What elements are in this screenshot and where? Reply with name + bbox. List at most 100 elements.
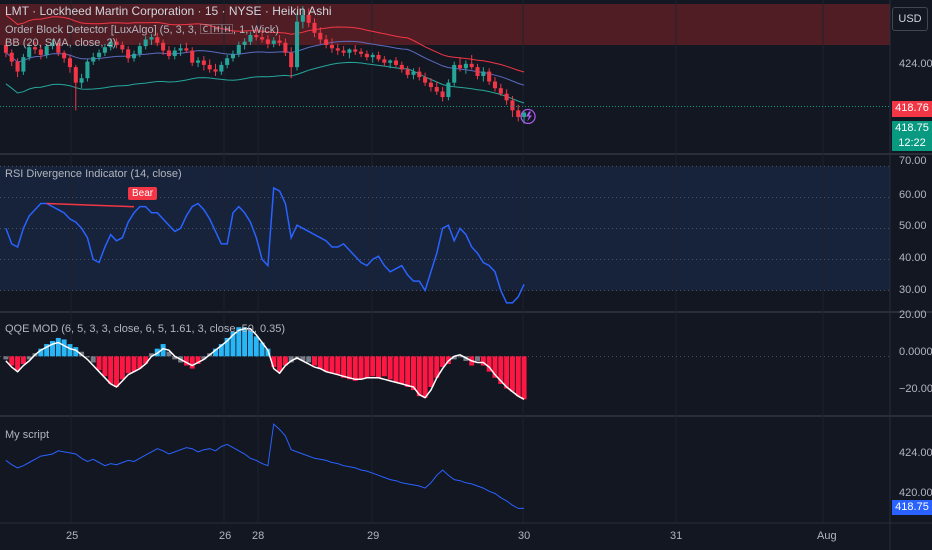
qqe-histogram-bar (410, 356, 416, 391)
qqe-histogram-bar (224, 337, 230, 357)
qqe-histogram-bar (20, 356, 26, 364)
candle-body (248, 35, 253, 42)
candle-body (155, 37, 160, 43)
qqe-histogram-bar (451, 356, 457, 360)
qqe-histogram-bar (55, 337, 61, 357)
qqe-histogram-bar (242, 327, 248, 357)
candle-body (260, 37, 265, 40)
qqe-histogram-bar (271, 356, 277, 368)
qqe-histogram-bar (317, 356, 323, 369)
candle-body (120, 44, 125, 50)
qqe-histogram-bar (102, 356, 108, 377)
candle-body (172, 50, 177, 57)
candle-body (50, 42, 55, 47)
candle-body (463, 63, 468, 69)
candle-body (353, 49, 358, 52)
qqe-histogram-bar (137, 356, 143, 369)
rsi-pane-title[interactable]: RSI Divergence Indicator (14, close) (5, 168, 182, 180)
currency-button[interactable]: USD (892, 7, 928, 31)
qqe-histogram-bar (61, 339, 67, 357)
candle-body (67, 58, 72, 68)
qqe-histogram-bar (323, 356, 329, 372)
price-tick-424: 424.00 (899, 58, 932, 70)
qqe-histogram-bar (352, 356, 358, 381)
qqe-histogram-bar (50, 341, 55, 357)
last-price-red-badge: 418.76 (892, 101, 932, 117)
candle-body (492, 81, 498, 89)
qqe-histogram-bar (282, 356, 288, 366)
candle-body (91, 57, 96, 62)
candle-body (178, 48, 183, 51)
qqe-histogram-bar (364, 356, 370, 378)
candle-body (388, 60, 393, 63)
qqe-histogram-bar (148, 353, 154, 357)
bear-divergence-label: Bear (128, 187, 158, 200)
candle-body (271, 40, 276, 44)
candle-body (440, 91, 445, 98)
qqe-histogram-bar (160, 344, 166, 357)
qqe-histogram-bar (329, 356, 335, 374)
candle-body (294, 21, 300, 68)
candle-body (73, 67, 78, 83)
candle-body (393, 60, 399, 65)
candle-body (498, 88, 503, 94)
candle-body (254, 35, 259, 38)
bar-countdown-badge: 12:22 (892, 136, 932, 151)
qqe-histogram-bar (405, 356, 411, 387)
candle-body (21, 57, 26, 72)
bb-lower-band (5, 61, 525, 104)
qqe-histogram-bar (504, 356, 510, 389)
bear-divergence-line (46, 202, 135, 208)
candle-body (131, 53, 137, 59)
candle-body (376, 54, 381, 60)
candle-body (213, 69, 218, 72)
qqe-histogram-bar (131, 356, 137, 372)
bb-indicator-label[interactable]: BB (20, SMA, close, 2) (5, 37, 117, 49)
script-tick-424: 424.00 (899, 447, 932, 459)
qqe-histogram-bar (213, 348, 218, 357)
candle-body (277, 40, 282, 43)
candle-body (510, 100, 515, 111)
qqe-histogram-bar (195, 356, 201, 364)
script-pane-title[interactable]: My script (5, 429, 49, 441)
qqe-histogram-bar (434, 356, 440, 378)
candle-body (469, 63, 474, 68)
candle-body (399, 64, 404, 70)
qqe-histogram-bar (259, 342, 265, 357)
candle-body (15, 61, 20, 72)
rsi-tick-60: 60.00 (899, 189, 927, 201)
candle-body (458, 64, 463, 69)
time-label-28: 28 (252, 530, 265, 542)
qqe-pane-title[interactable]: QQE MOD (6, 5, 3, 3, close, 6, 5, 1.61, … (5, 323, 286, 335)
candle-body (504, 93, 509, 101)
candle-body (417, 71, 422, 78)
bb-upper-band (5, 14, 525, 73)
candle-body (79, 78, 84, 83)
time-label-29: 29 (367, 530, 380, 542)
candle-body (487, 71, 492, 82)
time-label-30: 30 (518, 530, 531, 542)
candle-body (364, 53, 369, 58)
candle-body (161, 42, 166, 51)
candle-body (85, 61, 90, 79)
candle-body (143, 39, 148, 47)
candle-body (306, 15, 311, 23)
qqe-histogram-bar (73, 347, 79, 357)
candle-body (318, 32, 323, 40)
qqe-histogram-bar (416, 356, 422, 397)
candle-body (166, 50, 171, 57)
candle-body (114, 41, 119, 45)
qqe-histogram-bar (376, 356, 382, 378)
candle-body (242, 41, 247, 45)
order-block-indicator-label[interactable]: Order Block Detector [LuxAlgo] (5, 3, 3,… (5, 24, 279, 36)
qqe-histogram-bar (288, 356, 294, 363)
qqe-histogram-bar (236, 327, 242, 357)
script-last-value-badge: 418.75 (892, 500, 932, 515)
candle-body (126, 49, 131, 59)
candle-body (434, 87, 439, 92)
candle-body (62, 52, 67, 59)
qqe-histogram-bar (253, 336, 259, 357)
qqe-histogram-bar (172, 356, 178, 360)
candle-body (3, 44, 8, 53)
